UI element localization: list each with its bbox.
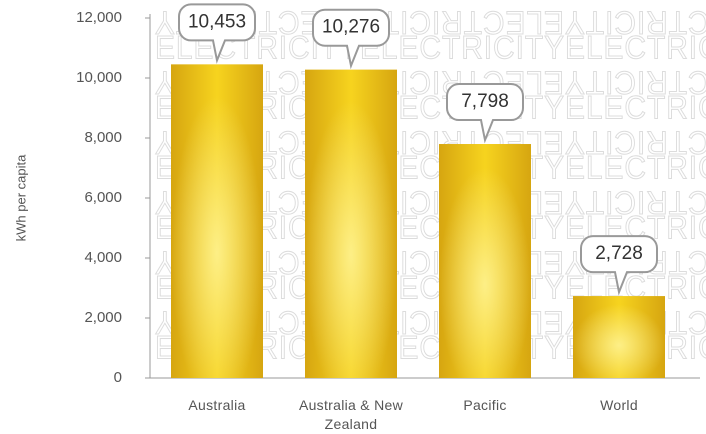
value-label: 2,728 — [595, 243, 643, 264]
watermark-text: ELECTRICITY — [564, 65, 706, 101]
bar-glow — [439, 144, 531, 378]
label-bubble — [580, 235, 658, 296]
watermark-text: ELECTRICITY — [359, 5, 564, 41]
watermark-text: ELECTRICITY — [564, 5, 706, 41]
watermark-text: ELECTRICITY — [564, 125, 706, 161]
y-tick-label: 0 — [114, 369, 122, 386]
watermark-text: ELECTRICITY — [565, 29, 706, 65]
y-tick-label: 6,000 — [84, 189, 122, 206]
x-tick-label: Australia — [188, 397, 246, 413]
bar-glow — [171, 64, 263, 378]
watermark-text: ELECTRICITY — [360, 29, 565, 65]
bar-glow — [573, 296, 665, 378]
y-tick-label: 8,000 — [84, 129, 122, 146]
bar-glow — [305, 69, 397, 378]
value-label: 10,276 — [322, 17, 380, 38]
label-bubble — [178, 3, 256, 64]
value-label: 10,453 — [188, 11, 246, 32]
y-tick-label: 10,000 — [76, 69, 122, 86]
watermark-text: ELECTRICITY — [565, 149, 706, 185]
value-label: 7,798 — [461, 91, 509, 112]
watermark-text: ELECTRICITY — [564, 185, 706, 221]
watermark-text: ELECTRICITY — [565, 89, 706, 125]
label-bubble — [446, 83, 524, 144]
x-tick-label: Australia & New Zealand — [298, 397, 404, 432]
x-tick-label: World — [600, 397, 638, 413]
y-axis-label: kWh per capita — [13, 154, 28, 241]
label-bubble — [312, 8, 390, 70]
y-tick-label: 4,000 — [84, 249, 122, 266]
x-tick-label: Pacific — [463, 397, 507, 413]
y-tick-label: 2,000 — [84, 309, 122, 326]
y-tick-label: 12,000 — [76, 9, 122, 26]
